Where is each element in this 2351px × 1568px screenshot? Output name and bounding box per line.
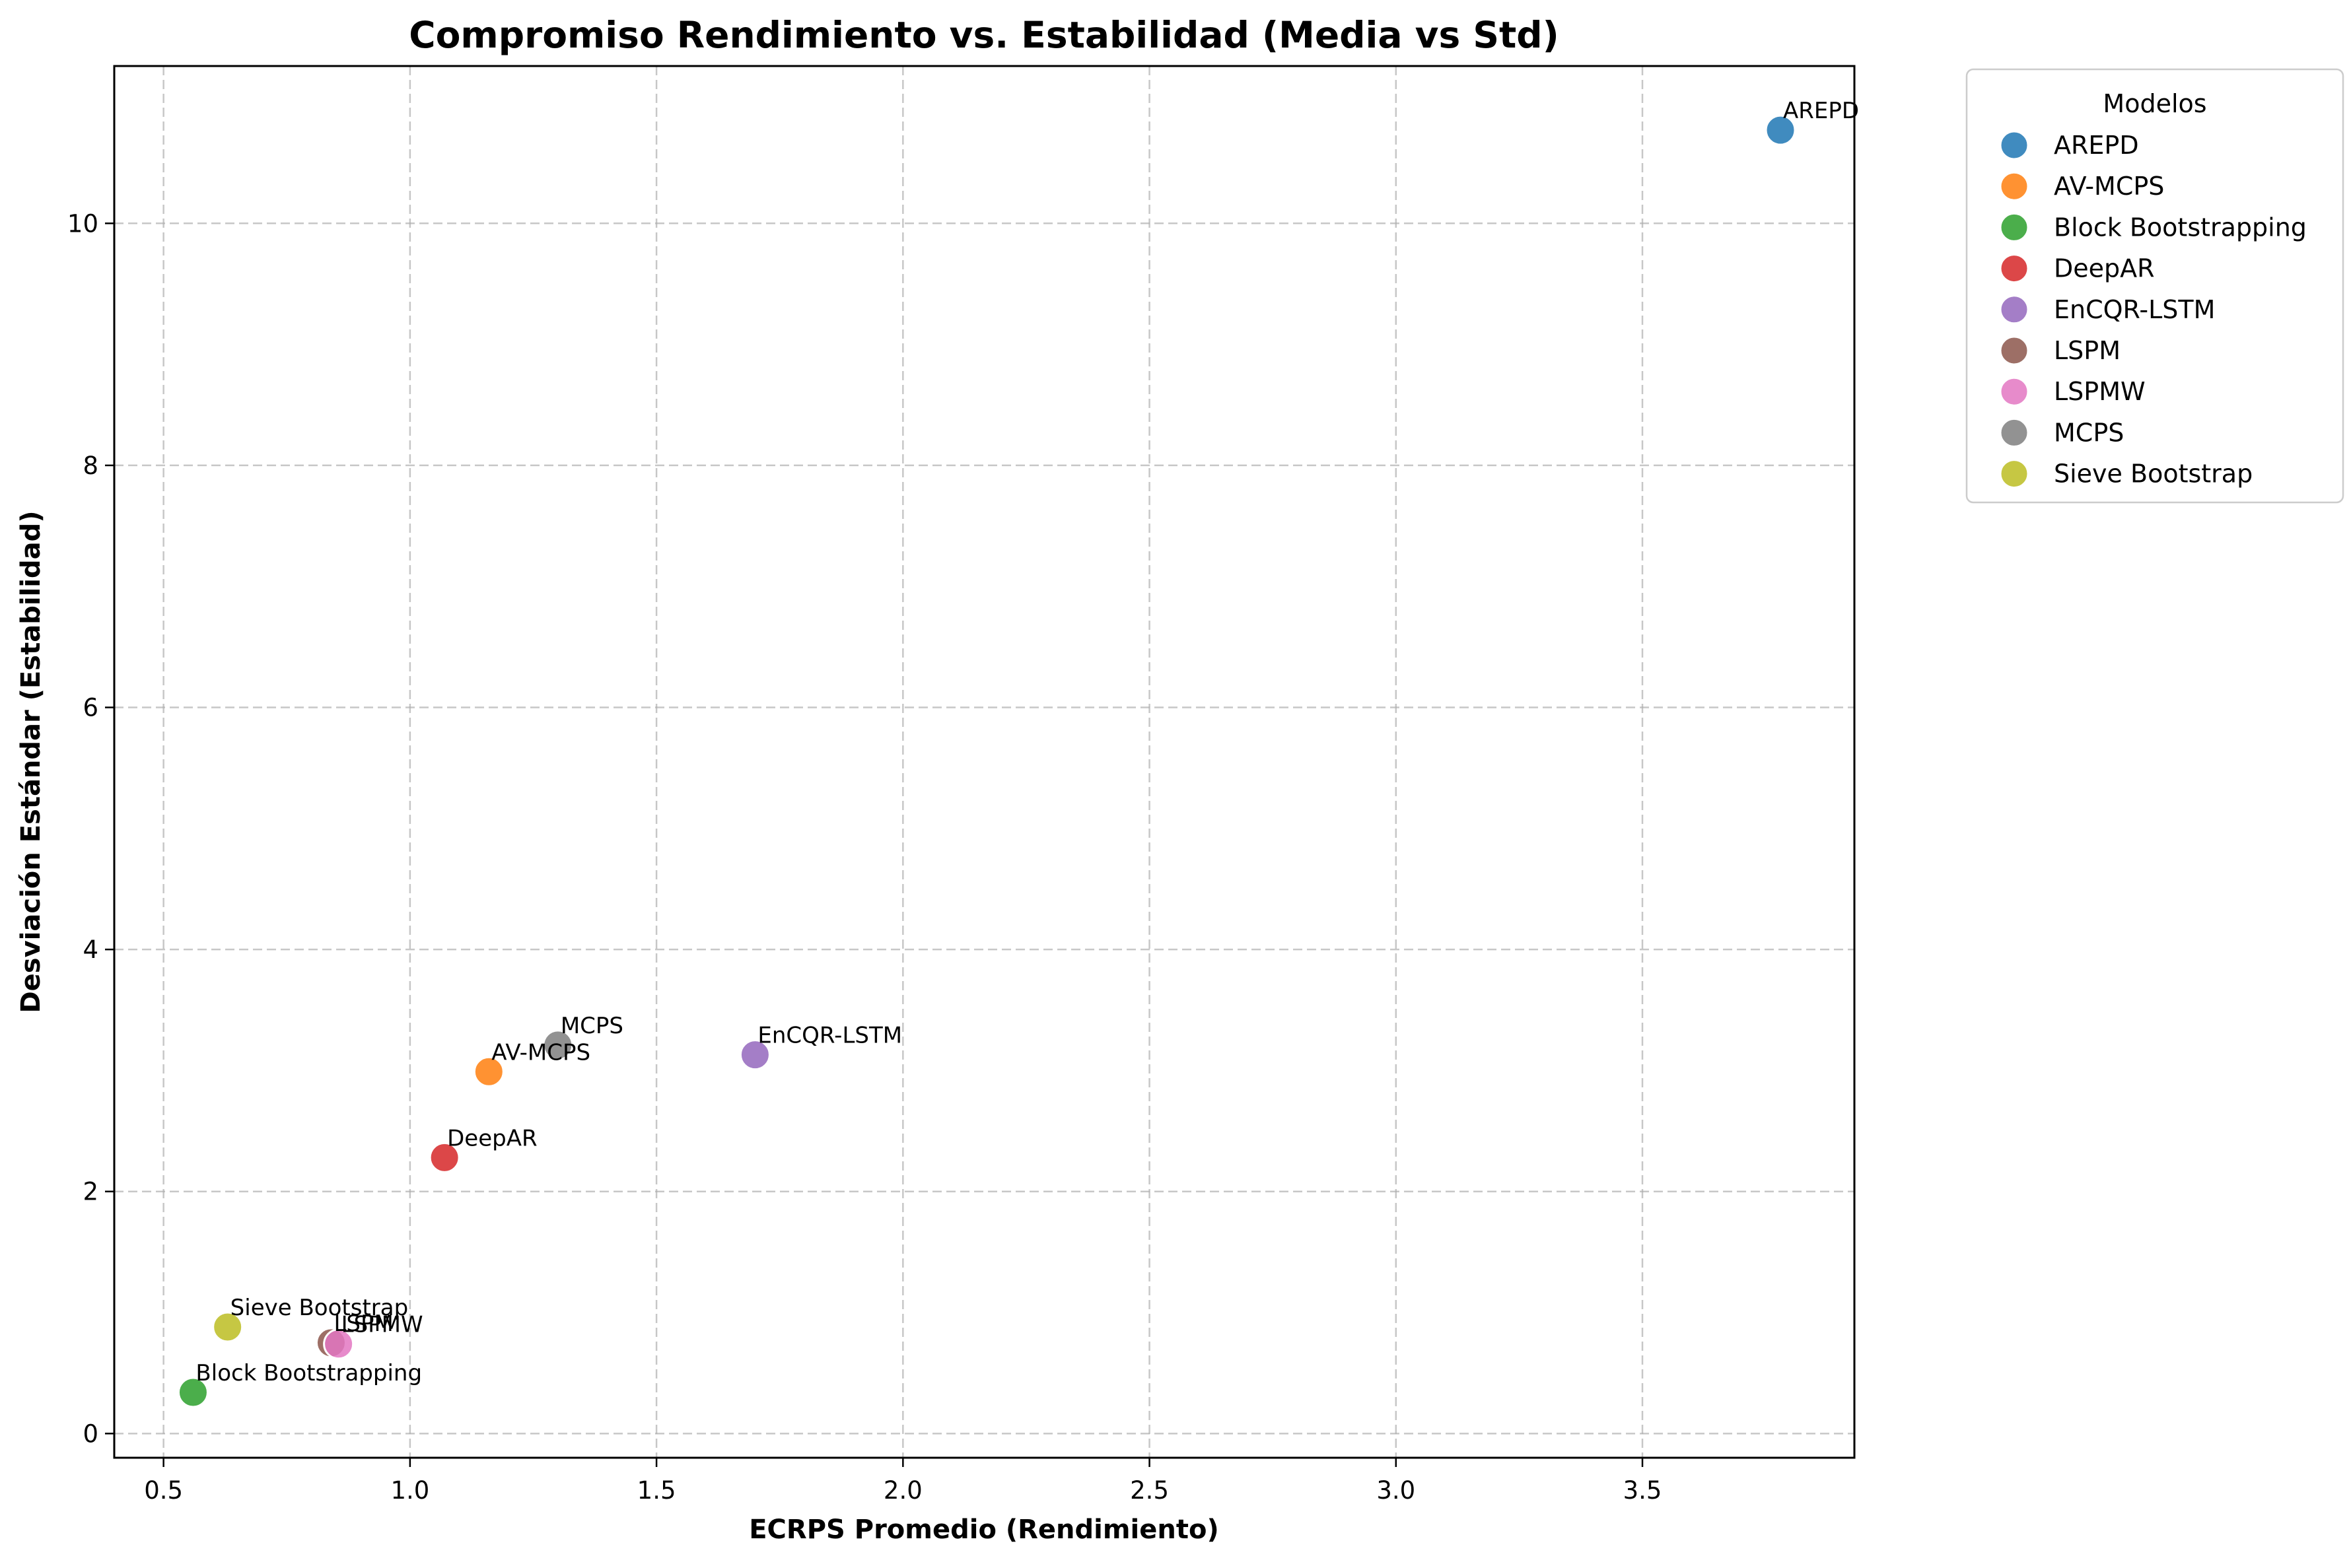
legend-marker — [1999, 130, 2029, 160]
data-point — [177, 1377, 209, 1408]
data-label: Sieve Bootstrap — [230, 1295, 409, 1321]
legend-label: AV-MCPS — [2054, 172, 2164, 201]
legend-items: AREPD AV-MCPS Block Bootstrapping DeepAR EnC… — [1999, 130, 2307, 489]
legend-label: MCPS — [2054, 418, 2124, 447]
data-point — [323, 1328, 355, 1360]
legend: Modelos AREPD AV-MCPS Block Bootstrapping D… — [1965, 68, 2344, 504]
data-label: EnCQR-LSTM — [757, 1023, 902, 1049]
legend-marker — [1999, 294, 2029, 325]
legend-marker — [1999, 335, 2029, 366]
y-tick-label: 10 — [67, 209, 98, 238]
x-tick-label: 3.0 — [1376, 1476, 1415, 1505]
legend-label: Block Bootstrapping — [2054, 213, 2307, 242]
data-label: LSPMW — [341, 1312, 423, 1338]
x-tick-label: 3.5 — [1623, 1476, 1662, 1505]
data-point — [542, 1029, 574, 1061]
x-tick-label: 2.0 — [884, 1476, 923, 1505]
x-tick-label: 2.5 — [1130, 1476, 1169, 1505]
y-tick-label: 8 — [83, 452, 98, 480]
legend-frame — [1965, 68, 2344, 504]
data-label: AV-MCPS — [491, 1039, 590, 1066]
grid — [114, 66, 1854, 1458]
y-tick-label: 2 — [83, 1178, 98, 1206]
data-point — [739, 1039, 771, 1071]
legend-label: LSPM — [2054, 336, 2121, 365]
data-point — [429, 1142, 460, 1173]
point-labels: AREPD AV-MCPS Block Bootstrapping DeepAR EnC… — [195, 98, 1859, 1386]
plot-area-frame — [113, 65, 1856, 1459]
legend-label: Sieve Bootstrap — [2054, 460, 2253, 489]
data-point — [212, 1311, 244, 1343]
chart-title: Compromiso Rendimiento vs. Estabilidad (… — [409, 14, 1559, 56]
data-point — [1765, 114, 1796, 146]
x-axis-label: ECRPS Promedio (Rendimiento) — [749, 1515, 1219, 1545]
y-tick-label: 0 — [83, 1419, 98, 1448]
data-label: LSPM — [333, 1311, 393, 1337]
legend-marker — [1999, 459, 2029, 489]
legend-label: LSPMW — [2054, 377, 2146, 406]
data-label: DeepAR — [447, 1125, 537, 1151]
legend-marker — [1999, 254, 2029, 284]
y-axis-label: Desviación Estándar (Estabilidad) — [16, 510, 46, 1013]
y-tick-label: 4 — [83, 936, 98, 964]
y-axis-ticks: 0 2 4 6 8 10 — [67, 209, 114, 1448]
legend-marker — [1999, 417, 2029, 448]
legend-title: Modelos — [2103, 89, 2206, 118]
y-tick-label: 6 — [83, 694, 98, 722]
x-axis-ticks: 0.5 1.0 1.5 2.0 2.5 3.0 3.5 — [144, 1458, 1662, 1505]
legend-label: AREPD — [2054, 131, 2139, 160]
data-point — [473, 1056, 505, 1087]
x-tick-label: 1.5 — [637, 1476, 676, 1505]
legend-marker — [1999, 212, 2029, 242]
legend-marker — [1999, 171, 2029, 201]
data-label: Block Bootstrapping — [195, 1360, 422, 1386]
legend-label: EnCQR-LSTM — [2054, 295, 2215, 324]
x-tick-label: 0.5 — [144, 1476, 183, 1505]
data-label: MCPS — [561, 1013, 623, 1039]
x-tick-label: 1.0 — [390, 1476, 429, 1505]
legend-marker — [1999, 376, 2029, 407]
data-points — [177, 114, 1796, 1408]
legend-label: DeepAR — [2054, 254, 2155, 283]
data-label: AREPD — [1783, 98, 1859, 124]
